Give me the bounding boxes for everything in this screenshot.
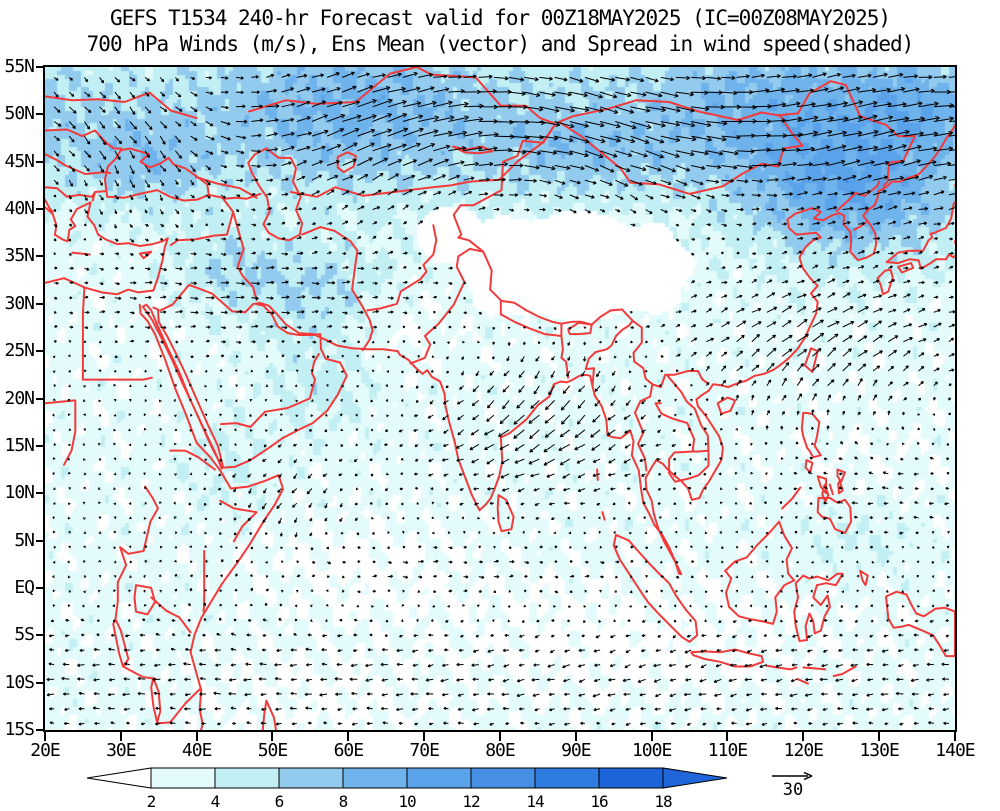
reference-vector: 30 xyxy=(755,765,865,809)
colorbar-tick-label: 10 xyxy=(398,792,416,811)
lon-tick-mark xyxy=(119,732,122,741)
chart-subtitle: 700 hPa Winds (m/s), Ens Mean (vector) a… xyxy=(86,32,915,56)
lat-tick-label: 15N xyxy=(4,434,35,456)
lat-tick-mark xyxy=(36,634,45,637)
lat-tick-label: 10N xyxy=(4,482,35,504)
lat-tick-label: 45N xyxy=(4,150,35,172)
lon-tick-label: 130E xyxy=(859,740,899,761)
colorbar-tick-label: 16 xyxy=(590,792,608,811)
lon-tick-label: 50E xyxy=(257,740,289,761)
lat-tick-mark xyxy=(36,208,45,211)
lon-tick-label: 20E xyxy=(30,740,61,761)
wind-vectors-path xyxy=(46,71,955,726)
lat-tick-label: 55N xyxy=(4,56,35,77)
lat-tick-label: 25N xyxy=(4,340,35,362)
coastlines-path xyxy=(45,124,955,730)
lat-tick-mark xyxy=(36,160,45,163)
lon-tick-mark xyxy=(195,732,198,741)
colorbar-tick-label: 8 xyxy=(338,792,349,811)
spread-colorbar: 2 4 6 8 10 12 14 16 18 xyxy=(85,765,745,811)
lon-tick-label: 100E xyxy=(631,740,672,761)
lat-tick-label: 20N xyxy=(4,387,35,409)
lon-tick-mark xyxy=(44,732,46,741)
lon-tick-mark xyxy=(726,732,729,741)
lon-tick-mark xyxy=(953,732,956,741)
lon-tick-label: 80E xyxy=(485,740,516,761)
lat-tick-mark xyxy=(36,350,45,353)
lat-tick-label: 5N xyxy=(14,529,35,551)
lat-tick-label: 50N xyxy=(4,103,35,125)
lat-tick-mark xyxy=(36,444,45,447)
lat-tick-mark xyxy=(36,66,45,68)
lon-tick-mark xyxy=(802,732,805,741)
colorbar-tick-label: 2 xyxy=(146,792,157,811)
colorbar-tick-label: 18 xyxy=(654,792,672,811)
reference-vector-value: 30 xyxy=(782,780,804,800)
lat-tick-label: 15S xyxy=(4,719,35,740)
lat-tick-label: 40N xyxy=(4,198,35,220)
reference-arrow-icon xyxy=(772,771,813,781)
lat-tick-mark xyxy=(36,492,45,495)
lat-tick-mark xyxy=(36,302,45,305)
lat-tick-label: 5S xyxy=(14,624,35,646)
coastline-and-vector-layer xyxy=(45,67,955,730)
lat-tick-mark xyxy=(36,113,45,116)
lon-tick-mark xyxy=(271,732,274,741)
chart-title: GEFS T1534 240-hr Forecast valid for 00Z… xyxy=(109,6,891,30)
lat-tick-mark xyxy=(36,255,45,258)
colorbar-tick-label: 4 xyxy=(210,792,221,811)
lon-tick-mark xyxy=(878,732,881,741)
colorbar-tick-label: 6 xyxy=(274,792,285,811)
lat-tick-mark xyxy=(36,681,45,684)
colorbar-tick-label: 14 xyxy=(526,792,544,811)
lat-tick-label: EQ xyxy=(14,576,35,598)
lon-tick-mark xyxy=(574,732,577,741)
lon-tick-label: 120E xyxy=(783,740,824,761)
colorbar-tick-label: 12 xyxy=(462,792,480,811)
lat-tick-mark xyxy=(36,539,45,542)
lon-tick-label: 70E xyxy=(409,740,440,761)
lon-tick-mark xyxy=(498,732,501,741)
lat-tick-mark xyxy=(36,586,45,589)
lon-tick-label: 110E xyxy=(707,740,748,761)
lon-tick-mark xyxy=(650,732,653,741)
lat-tick-label: 10S xyxy=(4,671,35,693)
lon-tick-mark xyxy=(423,732,426,741)
lat-tick-label: 35N xyxy=(4,245,35,267)
lon-tick-label: 30E xyxy=(106,740,137,761)
lon-tick-label: 60E xyxy=(333,740,365,761)
lat-tick-label: 30N xyxy=(4,292,35,314)
lat-tick-mark xyxy=(36,397,45,400)
lat-tick-mark xyxy=(36,729,45,731)
lon-tick-mark xyxy=(347,732,350,741)
country-borders-path xyxy=(45,67,916,725)
map-plot-area xyxy=(43,65,957,732)
lon-tick-label: 40E xyxy=(181,740,213,761)
lon-tick-label: 90E xyxy=(561,740,592,761)
colorbar-gradient xyxy=(86,767,728,789)
lon-tick-label: 140E xyxy=(935,740,975,761)
